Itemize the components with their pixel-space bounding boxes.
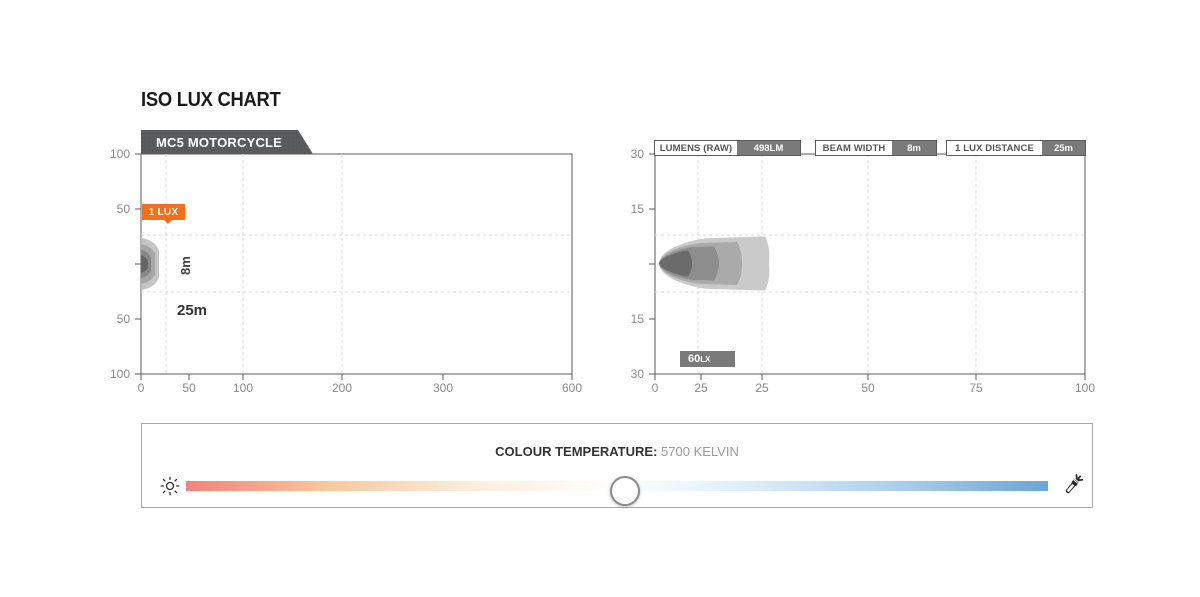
svg-text:15: 15	[631, 202, 645, 216]
svg-text:30: 30	[631, 147, 645, 161]
svg-text:25: 25	[755, 381, 769, 395]
svg-text:0: 0	[652, 381, 659, 395]
svg-text:100: 100	[1075, 381, 1095, 395]
svg-text:30: 30	[631, 367, 645, 381]
svg-text:50: 50	[861, 381, 875, 395]
svg-text:75: 75	[969, 381, 983, 395]
svg-text:15: 15	[631, 312, 645, 326]
svg-text:25: 25	[694, 381, 708, 395]
